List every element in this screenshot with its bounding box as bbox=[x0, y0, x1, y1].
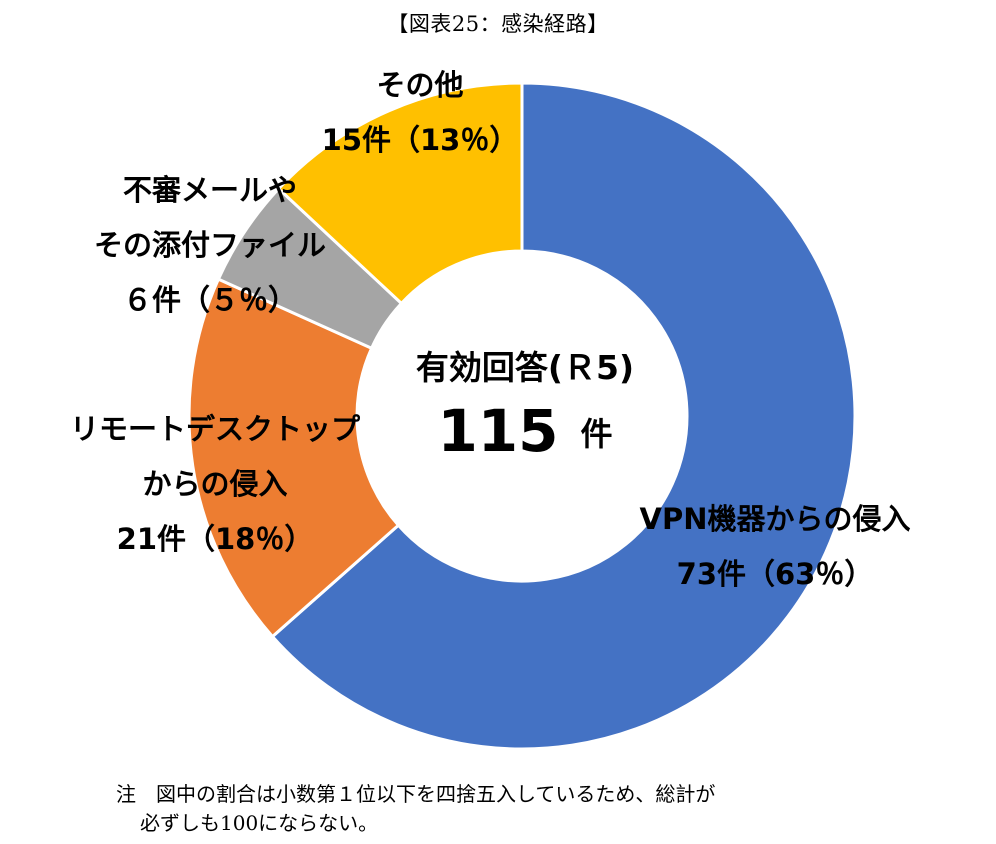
center-label: 有効回答(Ｒ5) bbox=[415, 348, 635, 387]
donut-center: 有効回答(Ｒ5) 115 件 bbox=[360, 345, 690, 467]
slice-remote-desktop bbox=[187, 277, 401, 639]
footnote-line-2: 必ずしも100にならない。 bbox=[140, 811, 379, 835]
label-other: その他 15件（13％） bbox=[300, 58, 540, 168]
label-remote-desktop: リモートデスクトップ からの侵入 21件（18％） bbox=[30, 402, 400, 567]
label-suspicious-mail-line-1: 不審メールや bbox=[122, 173, 297, 207]
chart-title: 【図表25：感染経路】 bbox=[387, 12, 609, 36]
label-vpn: VPN機器からの侵入 73件（63％） bbox=[610, 492, 940, 602]
label-suspicious-mail: 不審メールや その添付ファイル ６件（５％） bbox=[50, 163, 370, 328]
footnote-line-1: 注 図中の割合は小数第１位以下を四捨五入しているため、総計が bbox=[116, 782, 716, 806]
slice-other bbox=[276, 81, 524, 306]
center-unit: 件 bbox=[580, 415, 613, 454]
label-suspicious-mail-line-2: その添付ファイル bbox=[93, 228, 326, 263]
center-total: 115 bbox=[437, 397, 559, 466]
label-other-line-2: 15件（13％） bbox=[321, 123, 519, 158]
label-remote-desktop-line-3: 21件（18％） bbox=[116, 522, 314, 557]
footnote: 注 図中の割合は小数第１位以下を四捨五入しているため、総計が 必ずしも100にな… bbox=[116, 780, 715, 838]
label-vpn-line-1: VPN機器からの侵入 bbox=[639, 502, 911, 536]
label-other-line-1: その他 bbox=[376, 68, 464, 102]
center-total-row: 115 件 bbox=[360, 397, 690, 467]
slice-vpn bbox=[270, 81, 857, 751]
label-vpn-line-2: 73件（63％） bbox=[676, 557, 874, 592]
label-remote-desktop-line-2: からの侵入 bbox=[142, 467, 288, 502]
label-remote-desktop-line-1: リモートデスクトップ bbox=[69, 412, 360, 446]
label-suspicious-mail-line-3: ６件（５％） bbox=[122, 283, 297, 318]
